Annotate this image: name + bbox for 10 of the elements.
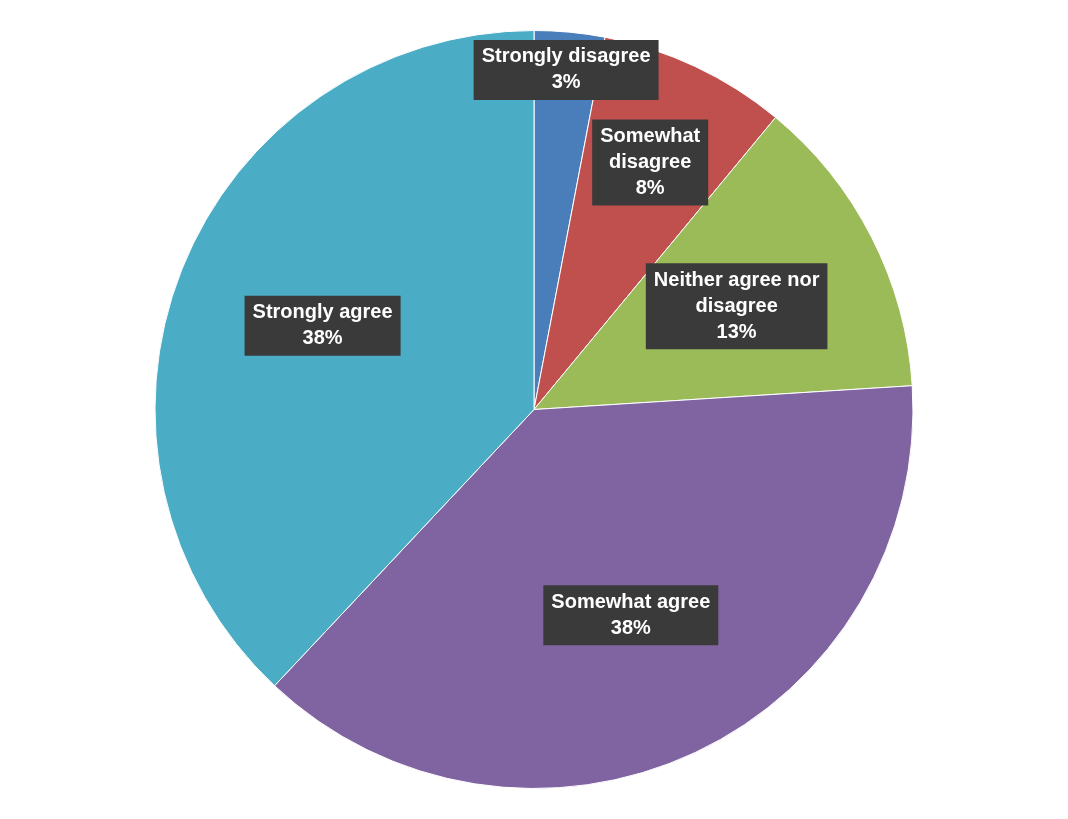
data-label: 8% <box>635 176 665 199</box>
slice-label: Strongly agree <box>252 300 393 323</box>
slice-label: Neither agree nor disagree <box>653 267 820 316</box>
slice-label: Somewhat agree <box>551 589 711 612</box>
data-label: 38% <box>610 615 652 638</box>
slice-label: Somewhat disagree <box>600 124 701 173</box>
slice-label: Strongly disagree <box>481 44 651 67</box>
data-label: 3% <box>551 70 581 93</box>
data-label: 38% <box>302 326 343 349</box>
data-label: 13% <box>716 319 757 342</box>
